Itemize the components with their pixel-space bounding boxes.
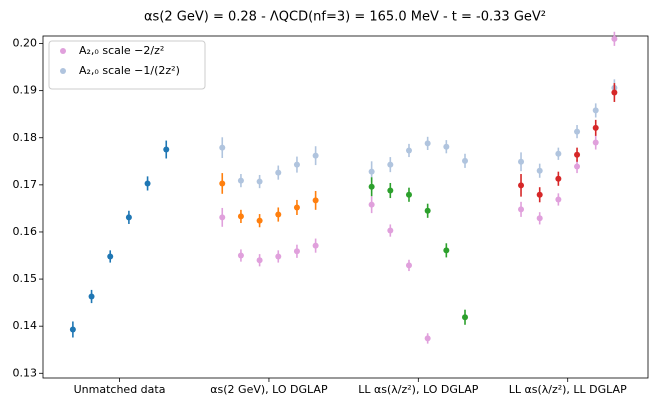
data-point bbox=[293, 204, 300, 211]
data-point bbox=[293, 161, 300, 168]
data-point bbox=[88, 293, 95, 300]
legend-box bbox=[48, 40, 206, 90]
x-tick-label: LL αs(λ/z²), LL DGLAP bbox=[509, 383, 627, 396]
data-point bbox=[424, 207, 431, 214]
legend-label: A₂,₀ scale −2/z² bbox=[79, 44, 164, 57]
data-point bbox=[611, 89, 618, 96]
data-point bbox=[443, 143, 450, 150]
y-tick-label: 0.20 bbox=[13, 37, 38, 50]
data-point bbox=[219, 214, 226, 221]
y-tick-label: 0.14 bbox=[13, 319, 38, 332]
data-point bbox=[237, 252, 244, 259]
data-point bbox=[163, 146, 170, 153]
data-point bbox=[405, 262, 412, 269]
data-point bbox=[69, 326, 76, 333]
data-point bbox=[424, 140, 431, 147]
y-tick-label: 0.17 bbox=[13, 178, 38, 191]
data-point bbox=[219, 180, 226, 187]
data-point bbox=[312, 242, 319, 249]
data-point bbox=[256, 257, 263, 264]
data-point bbox=[518, 182, 525, 189]
data-point bbox=[125, 214, 132, 221]
data-point bbox=[518, 158, 525, 165]
data-point bbox=[256, 178, 263, 185]
data-point bbox=[592, 107, 599, 114]
y-tick-label: 0.15 bbox=[13, 272, 38, 285]
legend-swatch bbox=[60, 48, 66, 54]
data-point bbox=[555, 196, 562, 203]
data-point bbox=[462, 314, 469, 321]
data-point bbox=[219, 144, 226, 151]
data-point bbox=[518, 206, 525, 213]
data-point bbox=[237, 177, 244, 184]
y-tick-label: 0.19 bbox=[13, 84, 38, 97]
data-point bbox=[536, 167, 543, 174]
data-point bbox=[443, 247, 450, 254]
x-tick-label: αs(2 GeV), LO DGLAP bbox=[210, 383, 328, 396]
x-tick-label: Unmatched data bbox=[74, 383, 166, 396]
data-point bbox=[574, 163, 581, 170]
data-point bbox=[312, 197, 319, 204]
data-point bbox=[256, 217, 263, 224]
data-point bbox=[555, 150, 562, 157]
data-point bbox=[387, 227, 394, 234]
data-point bbox=[387, 161, 394, 168]
data-point bbox=[592, 139, 599, 146]
data-point bbox=[574, 128, 581, 135]
data-point bbox=[611, 35, 618, 42]
data-point bbox=[405, 191, 412, 198]
data-point bbox=[107, 253, 114, 260]
data-point bbox=[424, 335, 431, 342]
plot-frame bbox=[42, 35, 649, 379]
data-point bbox=[144, 180, 151, 187]
y-tick-label: 0.16 bbox=[13, 225, 38, 238]
data-point bbox=[574, 151, 581, 158]
data-point bbox=[368, 183, 375, 190]
data-point bbox=[387, 187, 394, 194]
y-tick-label: 0.13 bbox=[13, 366, 38, 379]
x-tick-label: LL αs(λ/z²), LO DGLAP bbox=[358, 383, 479, 396]
data-point bbox=[275, 211, 282, 218]
legend-label: A₂,₀ scale −1/(2z²) bbox=[79, 64, 180, 77]
data-point bbox=[462, 157, 469, 164]
data-point bbox=[592, 124, 599, 131]
data-point bbox=[555, 175, 562, 182]
data-point bbox=[275, 169, 282, 176]
data-point bbox=[275, 253, 282, 260]
data-point bbox=[312, 152, 319, 159]
legend-swatch bbox=[60, 68, 66, 74]
y-tick-label: 0.18 bbox=[13, 131, 38, 144]
data-point bbox=[368, 201, 375, 208]
data-point bbox=[536, 215, 543, 222]
chart-title: αs(2 GeV) = 0.28 - ΛQCD(nf=3) = 165.0 Me… bbox=[144, 10, 546, 25]
data-point bbox=[237, 213, 244, 220]
data-point bbox=[368, 168, 375, 175]
data-point bbox=[536, 191, 543, 198]
data-point bbox=[293, 248, 300, 255]
data-point bbox=[405, 147, 412, 154]
